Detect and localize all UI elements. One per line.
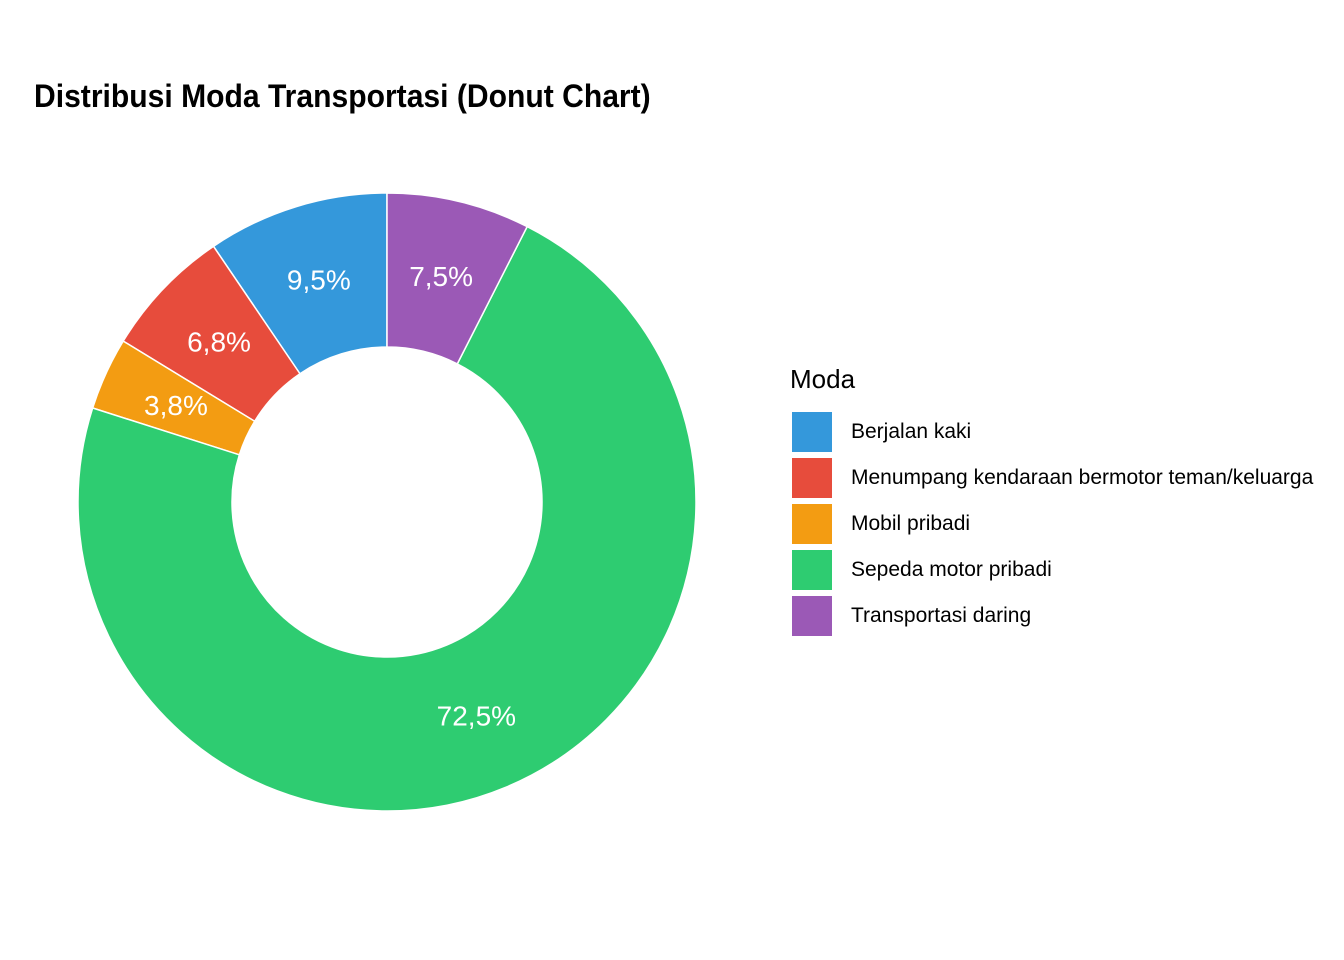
slice-label: 9,5% <box>287 265 351 296</box>
slice-labels: 9,5% 6,8% 3,8% 72,5% 7,5% <box>144 261 516 732</box>
donut-chart: 9,5% 6,8% 3,8% 72,5% 7,5% <box>77 192 697 812</box>
legend-label: Menumpang kendaraan bermotor teman/kelua… <box>851 466 1314 489</box>
legend-item: Sepeda motor pribadi <box>790 547 1313 593</box>
slice-label: 3,8% <box>144 390 208 421</box>
slice-label: 72,5% <box>437 701 516 732</box>
legend-title: Moda <box>790 364 856 394</box>
legend-item: Transportasi daring <box>790 593 1313 639</box>
legend-label: Sepeda motor pribadi <box>851 558 1052 581</box>
legend: Moda Berjalan kaki Menumpang kendaraan b… <box>790 364 1313 639</box>
chart-title: Distribusi Moda Transportasi (Donut Char… <box>34 78 651 114</box>
legend-item: Menumpang kendaraan bermotor teman/kelua… <box>790 455 1313 501</box>
legend-swatch <box>792 550 832 590</box>
slice-label: 6,8% <box>187 326 251 357</box>
legend-label: Mobil pribadi <box>851 512 971 535</box>
legend-swatch <box>792 458 832 498</box>
legend-swatch <box>792 596 832 636</box>
legend-label: Berjalan kaki <box>851 420 972 443</box>
legend-item: Berjalan kaki <box>790 409 1313 455</box>
legend-swatch <box>792 504 832 544</box>
slice-label: 7,5% <box>409 261 473 292</box>
donut-slice <box>77 225 697 812</box>
legend-item: Mobil pribadi <box>790 501 1313 547</box>
legend-swatch <box>792 412 832 452</box>
donut-slice <box>386 192 529 365</box>
legend-label: Transportasi daring <box>851 604 1032 627</box>
donut-slices <box>77 192 697 812</box>
